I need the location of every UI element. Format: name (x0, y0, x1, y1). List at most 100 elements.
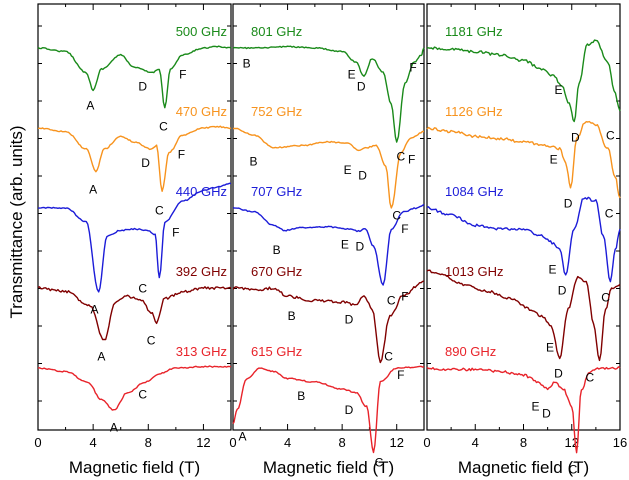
peak-label: C (606, 129, 615, 143)
peak-label: F (409, 61, 416, 75)
peak-label: D (558, 284, 567, 298)
peak-label: C (605, 206, 614, 220)
panel-frame (37, 3, 232, 431)
series-line (232, 45, 425, 143)
peak-label: D (542, 407, 551, 421)
x-axis-label: Magnetic field (T) (458, 458, 589, 477)
series-line (37, 125, 232, 192)
peak-label: C (138, 282, 147, 296)
peak-label: F (397, 368, 404, 382)
x-tick-label: 16 (613, 435, 627, 450)
peak-label: C (569, 463, 578, 477)
peak-label: D (554, 366, 563, 380)
series-line (38, 182, 232, 293)
peak-label: D (356, 240, 365, 254)
peak-label: E (344, 163, 352, 177)
series-name-label: 440 GHz (176, 184, 227, 199)
x-tick-label: 8 (520, 435, 527, 450)
series-line (232, 280, 425, 364)
x-tick-label: 4 (284, 435, 291, 450)
peak-label: B (243, 56, 251, 70)
peak-label: F (401, 289, 408, 303)
peak-label: D (357, 80, 366, 94)
x-tick-label: 0 (423, 435, 430, 450)
peak-label: B (297, 389, 305, 403)
peak-label: C (396, 150, 405, 164)
series-name-label: 801 GHz (251, 24, 302, 39)
series-name-label: 392 GHz (176, 264, 227, 279)
peak-label: C (392, 209, 401, 223)
peak-label: D (345, 313, 354, 327)
panel-1: 0 4 8 12 Magnetic field (T) 500 GHz 470 GHz 440… (34, 3, 232, 477)
series-line (37, 286, 232, 341)
series-name-label: 1181 GHz (445, 24, 503, 39)
peak-label: B (288, 309, 296, 323)
series-line (233, 127, 425, 209)
series-line (232, 365, 425, 454)
series-line (37, 45, 232, 109)
peak-label: A (91, 303, 99, 317)
x-tick-label: 0 (34, 435, 41, 450)
peak-label: C (375, 456, 384, 470)
series-name-label: 500 GHz (176, 24, 227, 39)
peak-label: E (554, 83, 562, 97)
peak-label: E (550, 153, 558, 167)
peak-label: C (155, 204, 164, 218)
x-tick-label: 4 (90, 435, 97, 450)
panel-2: 0 4 8 12 Magnetic field (T) 801 GHz 752 GHz 707… (229, 3, 425, 477)
x-axis-label: Magnetic field (T) (69, 458, 200, 477)
peak-label: C (601, 291, 610, 305)
peak-label: D (345, 403, 354, 417)
peak-label: C (138, 388, 147, 402)
x-tick-label: 4 (472, 435, 479, 450)
series-name-label: 707 GHz (251, 184, 302, 199)
series-name-label: 1126 GHz (445, 104, 503, 119)
peak-label: A (97, 350, 105, 364)
peak-label: C (387, 293, 396, 307)
x-tick-label: 8 (145, 435, 152, 450)
series-line (232, 203, 425, 286)
peak-label: F (172, 226, 179, 240)
panel-frame (232, 3, 425, 431)
peak-label: F (408, 153, 415, 167)
series-name-label: 752 GHz (251, 104, 302, 119)
peak-label: C (147, 334, 156, 348)
series-line (426, 120, 621, 199)
peak-label: E (348, 68, 356, 82)
peak-label: A (239, 430, 247, 444)
peak-label: E (532, 400, 540, 414)
series-line (426, 269, 621, 362)
y-axis-label: Transmittance (arb. units) (7, 125, 26, 318)
peak-label: C (159, 119, 168, 133)
x-tick-label: 12 (389, 435, 403, 450)
peak-label: D (571, 131, 580, 145)
peak-label: B (273, 243, 281, 257)
peak-label: E (548, 263, 556, 277)
peak-label: E (341, 237, 349, 251)
series-line (426, 39, 621, 123)
peak-label: A (86, 98, 94, 112)
peak-label: C (586, 371, 595, 385)
peak-label: C (384, 350, 393, 364)
x-tick-label: 8 (339, 435, 346, 450)
peak-label: B (249, 155, 257, 169)
peak-label: D (358, 169, 367, 183)
series-line (426, 196, 621, 283)
series-line (426, 366, 621, 454)
peak-label: F (179, 68, 186, 82)
peak-label: F (178, 148, 185, 162)
series-name-label: 890 GHz (445, 344, 496, 359)
x-axis-label: Magnetic field (T) (263, 458, 394, 477)
series-name-label: 313 GHz (176, 344, 227, 359)
peak-label: D (138, 80, 147, 94)
series-name-label: 615 GHz (251, 344, 302, 359)
series-name-label: 470 GHz (176, 104, 227, 119)
peak-label: F (401, 222, 408, 236)
series-line (37, 365, 231, 411)
peak-label: A (110, 421, 118, 435)
x-tick-label: 0 (229, 435, 236, 450)
series-name-label: 1013 GHz (445, 264, 504, 279)
